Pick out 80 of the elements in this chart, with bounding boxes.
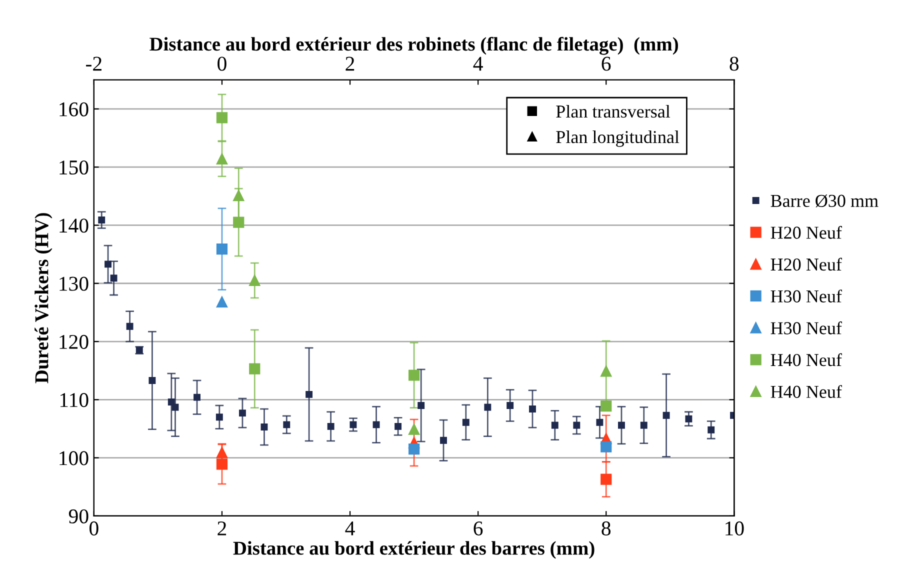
y-tick-label: 160	[60, 102, 88, 116]
y-tick-label: 140	[60, 218, 88, 233]
point	[216, 296, 228, 308]
point	[506, 402, 514, 409]
point	[618, 422, 625, 429]
point	[194, 394, 200, 401]
x2-tick-label: 6	[602, 56, 611, 71]
point	[600, 441, 612, 452]
point	[216, 112, 228, 124]
point	[327, 422, 334, 430]
y-tick-label: 120	[60, 334, 88, 349]
legend-label: H20 Neuf	[770, 258, 842, 271]
y-tick-label: 90	[68, 509, 88, 524]
point	[238, 410, 246, 417]
point	[600, 366, 612, 377]
point	[168, 398, 175, 406]
y-tick-label: 150	[60, 160, 88, 175]
point	[408, 370, 420, 381]
x-tick-label: 4	[345, 522, 355, 536]
x-tick-label: 8	[602, 521, 611, 536]
x2-tick-label: 2	[346, 56, 354, 71]
point	[350, 421, 357, 428]
point	[600, 400, 612, 412]
point	[551, 422, 558, 429]
x2-tick-label: -2	[86, 56, 102, 71]
point	[216, 458, 228, 470]
x-tick-label: 6	[474, 521, 483, 536]
point	[640, 422, 648, 429]
point	[685, 415, 692, 422]
point	[110, 274, 118, 282]
point	[216, 244, 228, 255]
x-tick-label: 10	[726, 521, 744, 536]
point	[440, 436, 447, 444]
point	[529, 405, 536, 412]
legend-label: H30 Neuf	[770, 321, 842, 334]
point	[408, 444, 420, 455]
point	[708, 426, 715, 434]
x2-axis-title: Distance au bord extérieur des robinets (flanc de filetage) (mm)	[150, 36, 678, 55]
point	[372, 421, 380, 428]
legend-label: H30 Neuf	[770, 290, 842, 302]
point	[408, 424, 420, 435]
x-tick-label: 0	[90, 521, 98, 536]
point	[104, 260, 112, 268]
point	[148, 377, 156, 384]
point	[260, 424, 268, 430]
point	[233, 190, 244, 202]
legend-label: H20 Neuf	[770, 226, 842, 239]
point	[484, 404, 492, 411]
point	[126, 322, 134, 330]
point	[216, 447, 228, 458]
point	[462, 418, 470, 426]
point	[98, 216, 106, 224]
point	[233, 216, 244, 228]
legend-label: H40 Neuf	[770, 385, 842, 398]
point	[418, 402, 425, 409]
x2-tick-label: 8	[730, 56, 739, 71]
x2-tick-label: 4	[473, 56, 483, 71]
point	[662, 412, 670, 419]
y-tick-label: 130	[60, 276, 88, 291]
point	[249, 363, 260, 374]
annotation: Plan transversal	[556, 104, 670, 118]
point	[394, 422, 402, 430]
x2-tick-label: 0	[218, 56, 226, 71]
point	[172, 404, 179, 411]
point	[249, 274, 260, 286]
annotation: Plan longitudinal	[556, 130, 680, 147]
y-axis-title: Dureté Vickers (HV)	[34, 213, 52, 384]
point	[306, 390, 313, 398]
point	[216, 153, 228, 165]
x-axis-title: Distance au bord extérieur des barres (mm)	[233, 541, 594, 559]
x-tick-label: 2	[218, 521, 226, 536]
legend-label: Barre Ø30 mm	[770, 194, 878, 208]
point	[573, 422, 580, 429]
point	[600, 474, 612, 485]
point	[216, 414, 223, 421]
legend-label: H40 Neuf	[770, 353, 842, 366]
point	[596, 418, 604, 426]
y-tick-label: 110	[60, 393, 88, 408]
y-tick-label: 100	[60, 451, 88, 466]
point	[283, 421, 290, 428]
